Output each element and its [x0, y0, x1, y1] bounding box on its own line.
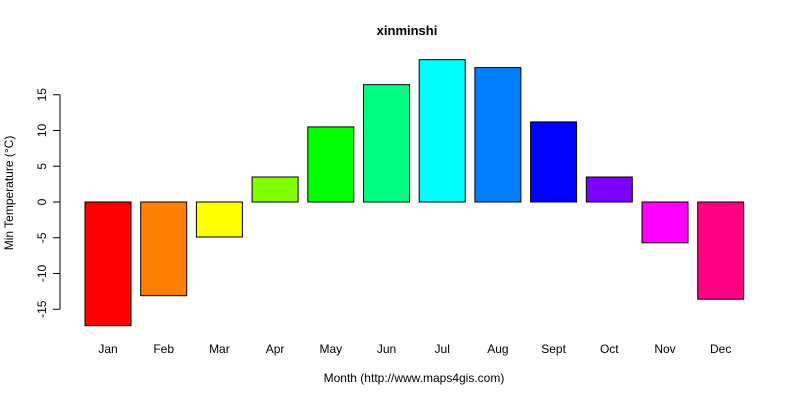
y-tick-label: 5 [35, 163, 49, 170]
bar-dec [697, 201, 745, 300]
x-tick-label-jan: Jan [98, 342, 117, 356]
x-tick-label-nov: Nov [654, 342, 675, 356]
bars-group [84, 59, 745, 327]
x-tick-label-dec: Dec [710, 342, 731, 356]
x-tick-label-aug: Aug [487, 342, 508, 356]
bar-jun [363, 84, 410, 203]
x-tick-label-jul: Jul [435, 342, 450, 356]
x-tick-label-jun: Jun [377, 342, 396, 356]
x-tick-label-feb: Feb [153, 342, 174, 356]
y-tick-label: -15 [35, 300, 49, 318]
bar-jan [84, 201, 132, 327]
bar-nov [641, 201, 689, 244]
chart-title: xinminshi [377, 23, 438, 38]
bar-may [307, 126, 355, 203]
bar-sept [530, 121, 578, 203]
bar-mar [195, 201, 243, 238]
x-tick-label-oct: Oct [600, 342, 619, 356]
x-tick-label-apr: Apr [266, 342, 285, 356]
y-tick-label: -10 [35, 265, 49, 283]
x-tick-label-sept: Sept [541, 342, 566, 356]
bar-apr [251, 176, 299, 203]
bar-jul [418, 59, 466, 203]
bar-feb [140, 201, 188, 297]
x-axis-label: Month (http://www.maps4gis.com) [324, 371, 505, 385]
y-axis-label: Min Temperature (°C) [2, 136, 16, 251]
x-tick-label-mar: Mar [209, 342, 230, 356]
y-tick-label: 15 [35, 88, 49, 102]
bar-aug [474, 67, 522, 203]
x-tick-label-may: May [319, 342, 342, 356]
y-tick-label: -5 [35, 232, 49, 243]
x-tick-labels: Jan Feb Mar Apr May Jun Jul Aug Sept Oct Nov Dec [98, 342, 731, 356]
y-axis: -15 -10 -5 0 5 10 15 [35, 88, 61, 318]
bar-oct [585, 176, 633, 203]
y-tick-label: 10 [35, 124, 49, 138]
y-tick-label: 0 [35, 198, 49, 205]
